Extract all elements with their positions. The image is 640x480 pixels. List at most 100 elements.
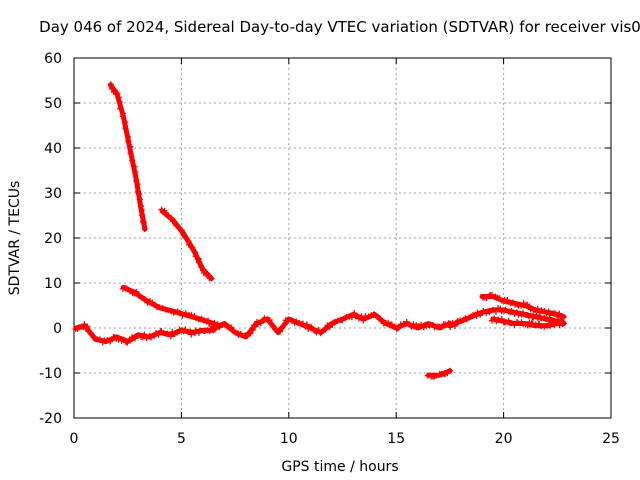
series-arc-4 xyxy=(72,321,217,346)
data-point xyxy=(191,313,198,320)
data-point xyxy=(537,314,544,321)
data-point xyxy=(446,367,453,374)
data-point xyxy=(123,285,130,292)
series-arc-5 xyxy=(209,309,453,340)
data-point xyxy=(122,125,129,132)
data-point xyxy=(155,331,162,338)
data-point xyxy=(251,322,258,329)
data-point xyxy=(135,333,142,340)
data-point xyxy=(492,308,499,315)
data-point xyxy=(507,309,514,316)
data-point xyxy=(131,163,138,170)
data-point xyxy=(322,326,329,333)
series-arc-9 xyxy=(488,315,567,330)
data-point xyxy=(116,98,123,105)
data-point xyxy=(269,322,276,329)
data-point xyxy=(424,372,431,379)
data-point xyxy=(216,324,223,331)
data-point xyxy=(107,338,114,345)
data-point xyxy=(127,150,134,157)
data-point xyxy=(168,215,175,222)
data-point xyxy=(447,324,454,331)
data-point xyxy=(158,206,165,213)
data-point xyxy=(119,113,126,120)
data-point xyxy=(519,309,526,316)
x-tick-label: 5 xyxy=(177,431,186,447)
data-point xyxy=(202,269,209,276)
data-point xyxy=(498,316,505,323)
data-point xyxy=(84,323,91,330)
data-point xyxy=(342,315,349,322)
data-point xyxy=(115,94,122,101)
data-point xyxy=(281,321,288,328)
data-point xyxy=(308,324,315,331)
data-point xyxy=(170,309,177,316)
series-arc-1 xyxy=(107,81,148,232)
data-point xyxy=(173,222,180,229)
data-point xyxy=(137,203,144,210)
data-point xyxy=(237,330,244,337)
data-point xyxy=(96,336,103,343)
data-point xyxy=(139,212,146,219)
data-point xyxy=(249,327,256,334)
data-point xyxy=(122,119,129,126)
data-point xyxy=(560,320,567,327)
series-arc-6 xyxy=(424,367,453,380)
data-point xyxy=(88,330,95,337)
data-point xyxy=(532,307,539,314)
data-point xyxy=(514,319,521,326)
data-point xyxy=(192,253,199,260)
data-point xyxy=(546,314,553,321)
data-point xyxy=(442,321,449,328)
data-point xyxy=(114,90,121,97)
data-point xyxy=(140,218,147,225)
data-point xyxy=(551,322,558,329)
data-point xyxy=(138,207,145,214)
x-tick-label: 0 xyxy=(70,431,79,447)
data-point xyxy=(529,320,536,327)
data-point xyxy=(178,226,185,233)
data-point xyxy=(214,321,221,328)
data-point xyxy=(117,105,124,112)
x-axis-label: GPS time / hours xyxy=(281,459,398,475)
data-point xyxy=(104,337,111,344)
data-point xyxy=(141,331,148,338)
data-point xyxy=(266,317,273,324)
y-tick-label: 30 xyxy=(44,186,62,202)
series-arc-3 xyxy=(119,285,224,330)
data-point xyxy=(242,332,249,339)
data-point xyxy=(489,292,496,299)
data-point xyxy=(141,296,148,303)
x-tick-label: 25 xyxy=(602,431,620,447)
data-point xyxy=(261,315,268,322)
data-point xyxy=(457,317,464,324)
data-point xyxy=(410,321,417,328)
y-tick-label: 20 xyxy=(44,231,62,247)
data-point xyxy=(373,312,380,319)
data-point xyxy=(487,308,494,315)
grid xyxy=(74,58,611,418)
data-point xyxy=(483,310,490,317)
data-point xyxy=(554,318,561,325)
data-point xyxy=(307,323,314,330)
x-tick-label: 15 xyxy=(387,431,405,447)
data-point xyxy=(370,311,377,318)
data-point xyxy=(508,308,515,315)
data-point xyxy=(348,314,355,321)
data-point xyxy=(489,306,496,313)
data-point xyxy=(257,320,264,327)
data-point xyxy=(542,316,549,323)
data-point xyxy=(127,143,134,150)
data-point xyxy=(205,320,212,327)
data-point xyxy=(541,323,548,330)
data-point xyxy=(451,322,458,329)
y-tick-label: 50 xyxy=(44,96,62,112)
series-line xyxy=(108,82,148,232)
data-point xyxy=(351,309,358,316)
data-point xyxy=(285,316,292,323)
data-point xyxy=(486,292,493,299)
data-point xyxy=(462,315,469,322)
data-point xyxy=(254,320,261,327)
data-point xyxy=(167,333,174,340)
